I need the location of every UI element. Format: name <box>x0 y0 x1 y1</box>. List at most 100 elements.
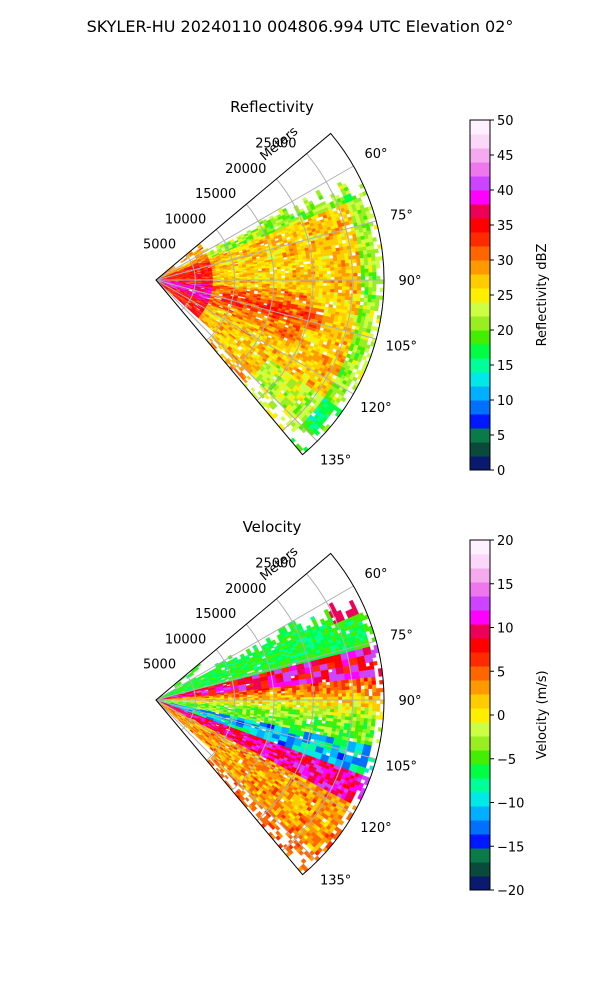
radar-cell <box>306 258 311 262</box>
radar-cell <box>341 269 347 274</box>
radar-cell <box>319 308 325 313</box>
radar-cell <box>334 286 339 290</box>
radar-cell <box>366 245 371 251</box>
radar-cell <box>362 246 367 252</box>
radar-cell <box>314 262 319 267</box>
radar-cell <box>367 260 373 266</box>
radar-cell <box>367 298 372 303</box>
radar-cell <box>299 287 305 291</box>
radar-cell <box>374 306 379 312</box>
radar-cell <box>321 258 327 263</box>
colorbar-segment <box>470 232 490 247</box>
azimuth-tick-label: 60° <box>364 147 387 162</box>
radar-cell <box>277 284 282 287</box>
radar-cell <box>355 251 360 256</box>
radar-cell <box>239 276 244 279</box>
radar-cell <box>288 275 293 278</box>
radar-cell <box>316 308 321 313</box>
radar-cell <box>364 287 369 292</box>
radar-cell <box>360 283 366 288</box>
colorbar-segment <box>470 120 490 135</box>
radar-cell <box>353 272 358 277</box>
radar-cell <box>318 262 323 266</box>
radar-cell <box>171 698 176 700</box>
radar-cell <box>356 293 361 299</box>
radar-cell <box>364 294 369 299</box>
radar-cell <box>284 286 289 290</box>
radar-cell <box>367 253 372 258</box>
radar-cell <box>368 264 373 270</box>
radar-cell <box>329 295 335 299</box>
radar-cell <box>355 304 360 309</box>
radar-cell <box>315 285 320 289</box>
radar-cell <box>300 284 305 288</box>
radar-cell <box>326 282 331 287</box>
range-tick-label: 15000 <box>195 187 236 202</box>
radar-cell <box>325 258 331 263</box>
radar-cell <box>375 256 380 261</box>
radar-cell <box>186 282 191 284</box>
radar-cell <box>371 256 376 262</box>
radar-cell <box>371 294 377 300</box>
radar-cell <box>315 268 320 272</box>
radar-cell <box>295 267 301 271</box>
radar-cell <box>366 305 372 311</box>
colorbar-tick-label: 35 <box>497 219 514 234</box>
radar-cell <box>353 269 358 274</box>
radar-cell <box>318 259 323 264</box>
radar-cell <box>281 282 286 285</box>
radar-cell <box>370 306 375 311</box>
radar-cell <box>330 285 335 290</box>
radar-cell <box>351 255 357 260</box>
radar-cell <box>250 276 255 279</box>
radar-cell <box>265 275 271 279</box>
radar-cell <box>322 270 328 275</box>
radar-cell <box>292 282 297 286</box>
radar-cell <box>345 286 350 291</box>
radar-cell <box>361 279 366 284</box>
panel-title: Reflectivity <box>230 98 314 116</box>
radar-cell <box>322 285 328 290</box>
radar-cell <box>315 274 320 278</box>
radar-cell <box>314 259 319 264</box>
colorbar-tick-label: 45 <box>497 149 514 164</box>
radar-cell <box>352 258 357 263</box>
radar-cell <box>209 338 214 343</box>
radar-cell <box>296 284 301 288</box>
radar-cell <box>363 298 369 303</box>
radar-cell <box>246 276 252 279</box>
radar-cell <box>374 302 380 308</box>
radar-cell <box>369 245 375 251</box>
radar-cell <box>326 264 331 269</box>
radar-cell <box>372 276 377 281</box>
radar-cell <box>360 268 366 273</box>
radar-cell <box>351 303 357 309</box>
radar-cell <box>295 294 300 298</box>
radar-cell <box>352 297 357 302</box>
radar-cell <box>307 274 312 278</box>
radar-cell <box>328 251 334 256</box>
azimuth-tick-label: 105° <box>386 340 417 355</box>
colorbar-tick-label: 10 <box>497 394 514 409</box>
colorbar-tick-label: 40 <box>497 184 514 199</box>
radar-cell <box>307 285 312 289</box>
radar-cell <box>362 250 368 255</box>
radar-cell <box>341 286 347 291</box>
radar-cell <box>333 260 338 265</box>
colorbar-segment <box>470 218 490 233</box>
radar-cell <box>319 285 324 289</box>
radar-cell <box>375 299 380 304</box>
radar-cell <box>340 299 346 304</box>
azimuth-tick-label: 135° <box>320 454 351 469</box>
radar-cell <box>370 249 375 254</box>
radar-cell <box>318 265 323 269</box>
radar-cell <box>284 275 290 278</box>
colorbar-segment <box>470 274 490 289</box>
radar-cell <box>307 271 312 275</box>
radar-cell <box>262 281 267 285</box>
radar-cell <box>319 282 324 286</box>
radar-cell <box>369 241 374 247</box>
radar-cell <box>303 274 309 278</box>
radar-cell <box>330 288 335 293</box>
